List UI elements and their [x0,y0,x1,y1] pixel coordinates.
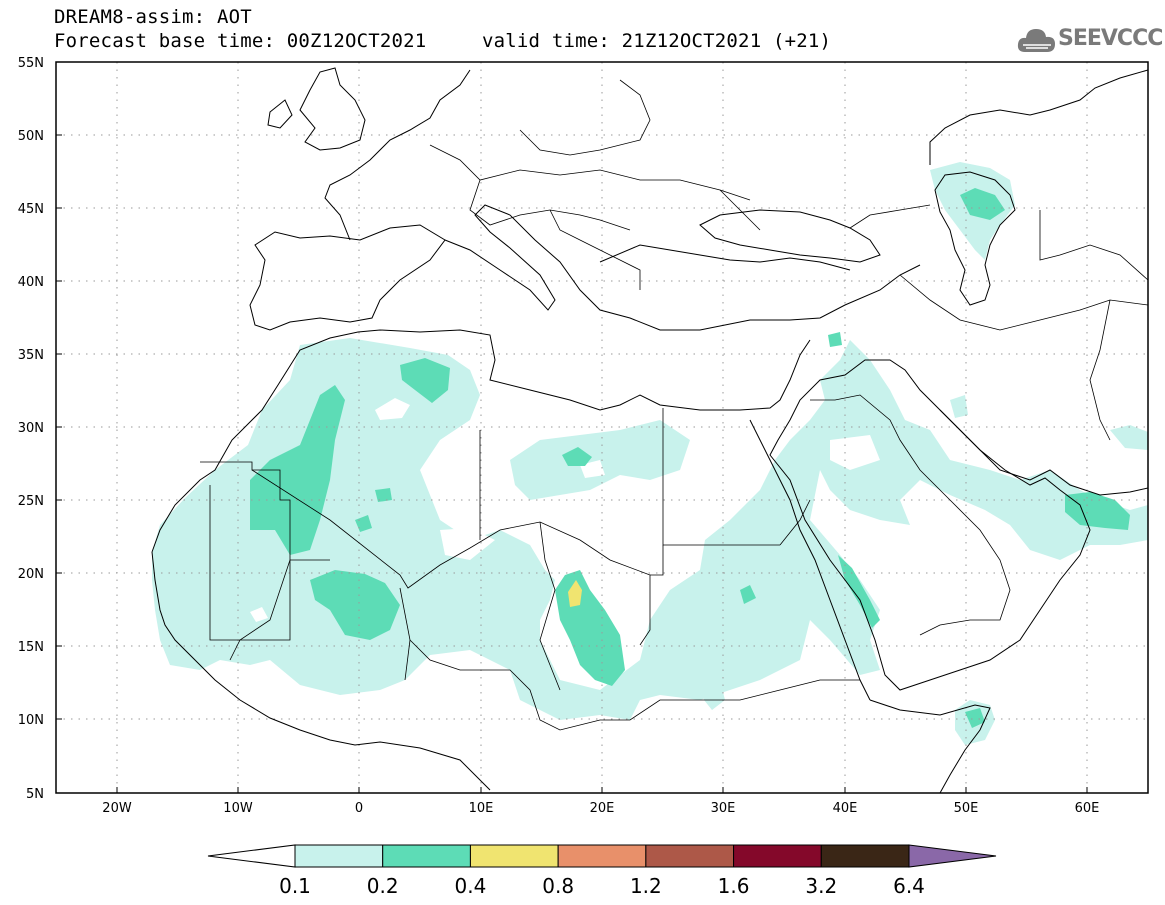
cloud-icon [1017,29,1055,52]
colorbar-label: 0.8 [542,874,574,898]
lat-label: 10N [18,713,44,728]
colorbar-swatch [645,844,735,868]
lat-label: 5N [26,787,44,802]
colorbar: 0.1 0.2 0.4 0.8 1.2 1.6 3.2 6.4 [207,844,997,898]
logo-text: SEEVCCC [1058,26,1163,51]
country-borders [200,79,1148,731]
lat-label: 35N [18,348,44,363]
lat-label: 40N [18,275,44,290]
colorbar-swatch [557,844,647,868]
lon-label: 40E [833,801,858,816]
coastlines [151,67,1148,793]
lat-label: 55N [18,56,44,71]
lat-label: 30N [18,421,44,436]
lon-label: 20E [590,801,615,816]
lon-label: 30E [711,801,736,816]
colorbar-label: 0.1 [279,874,311,898]
colorbar-label: 1.6 [718,874,750,898]
colorbar-swatch [382,844,471,868]
chart-title: DREAM8-assim: AOT [54,6,252,28]
colorbar-min-arrow [207,844,296,868]
lat-label: 50N [18,129,44,144]
colorbar-label: 6.4 [893,874,925,898]
lon-label: 0 [355,801,363,816]
lat-label: 15N [18,640,44,655]
colorbar-swatch [294,844,384,868]
colorbar-label: 3.2 [805,874,837,898]
lon-label: 10W [223,801,253,816]
colorbar-label: 0.2 [367,874,399,898]
colorbar-label: 0.4 [455,874,487,898]
lon-label: 20W [102,801,132,816]
colorbar-max-arrow [908,844,997,868]
colorbar-swatch [820,844,910,868]
lat-label: 25N [18,494,44,509]
longitude-labels: 20W 10W 0 10E 20E 30E 40E 50E 60E [102,801,1099,816]
latitude-labels: 55N 50N 45N 40N 35N 30N 25N 20N 15N 10N … [18,56,44,802]
seevccc-logo [1017,24,1157,58]
lon-label: 50E [954,801,979,816]
lat-label: 45N [18,202,44,217]
forecast-base-time: Forecast base time: 00Z12OCT2021 [54,30,427,52]
lat-label: 20N [18,567,44,582]
colorbar-swatch [469,844,559,868]
valid-time: valid time: 21Z12OCT2021 (+21) [482,30,832,52]
colorbar-label: 1.2 [630,874,662,898]
lon-label: 10E [469,801,494,816]
lon-label: 60E [1075,801,1100,816]
aot-0-4-layer [568,580,582,607]
axis-ticks [56,61,1088,793]
colorbar-swatch [733,844,822,868]
